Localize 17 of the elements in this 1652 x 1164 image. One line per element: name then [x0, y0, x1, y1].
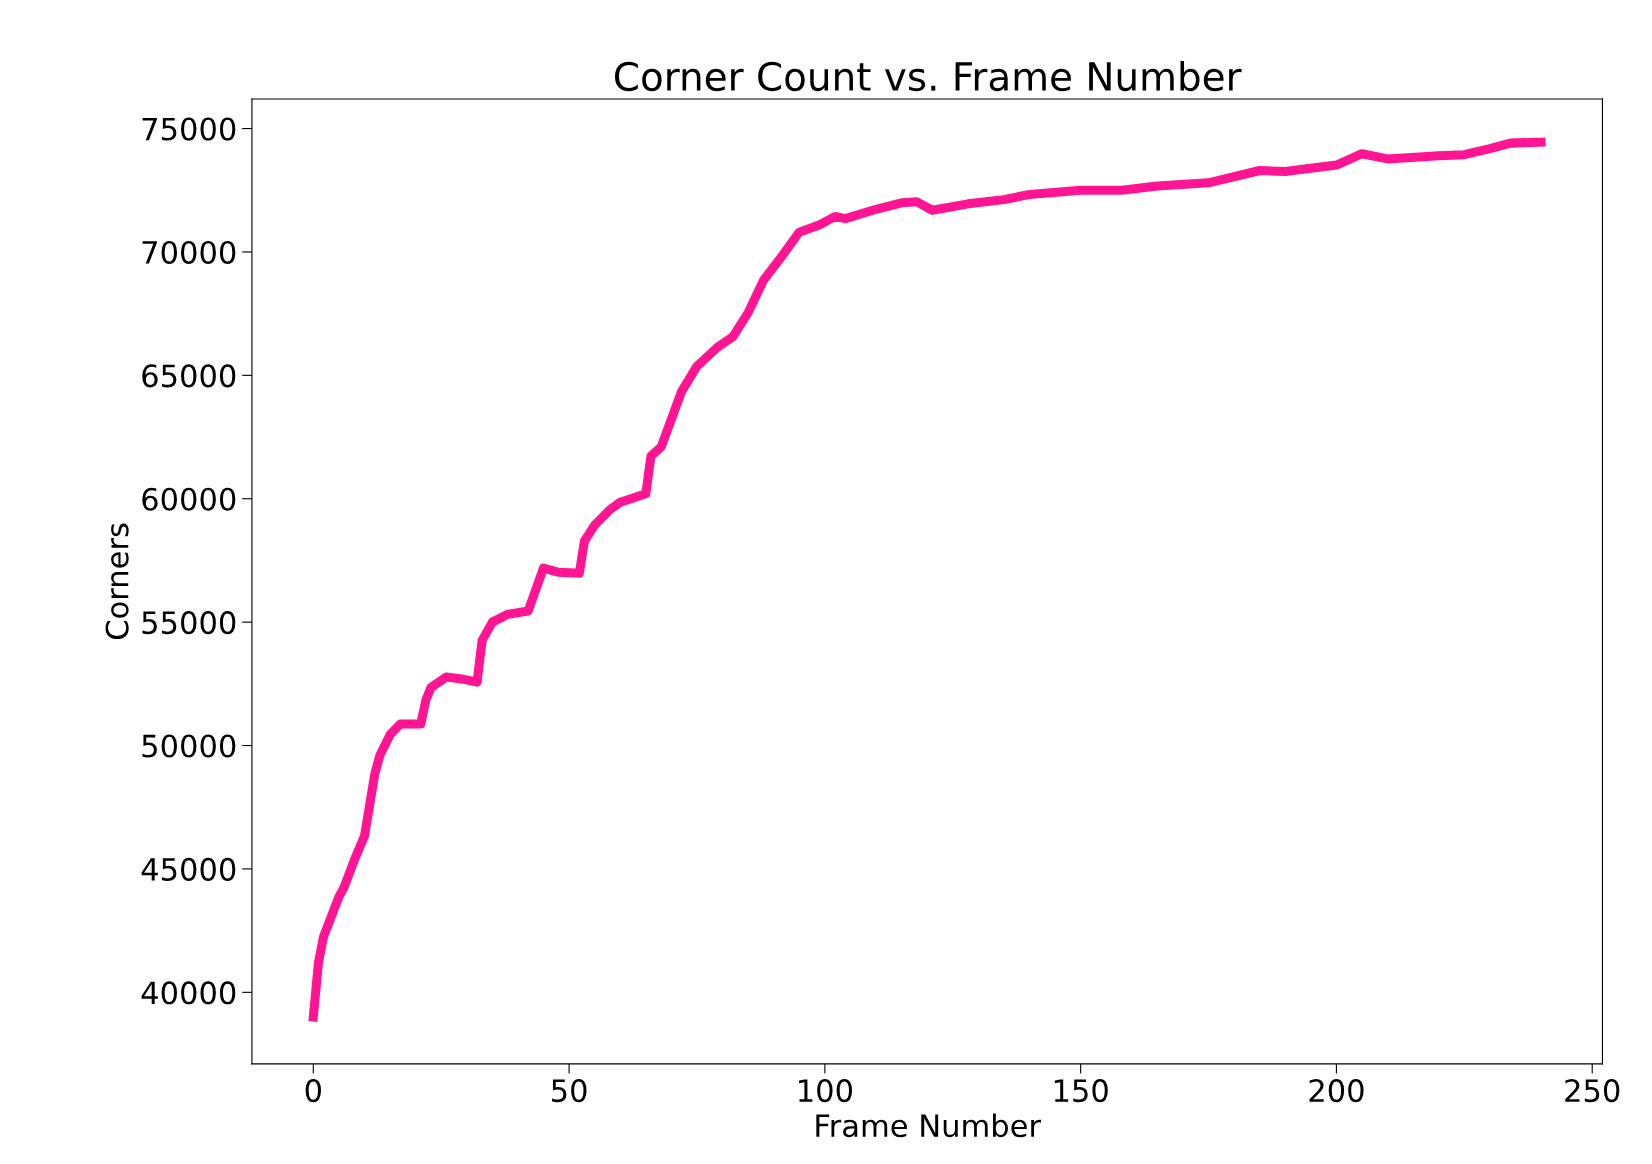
y-tick-label: 40000: [141, 981, 236, 1005]
x-tick-label: 150: [1054, 1079, 1108, 1103]
x-axis-title: Frame Number: [816, 1113, 1042, 1138]
y-tick-label: 55000: [142, 611, 236, 635]
y-tick-label: 60000: [142, 487, 236, 511]
y-tick-label: 45000: [141, 857, 236, 881]
y-tick-label: 70000: [142, 240, 236, 264]
y-tick-label: 50000: [142, 734, 236, 758]
x-tick-label: 100: [799, 1079, 852, 1103]
x-tick-label: 50: [552, 1079, 587, 1103]
y-tick-label: 75000: [142, 117, 236, 141]
x-tick-label: 200: [1309, 1079, 1364, 1103]
x-tick-label: 250: [1565, 1079, 1620, 1103]
x-tick-label: 0: [305, 1079, 322, 1103]
y-axis-title: Corners: [105, 523, 129, 640]
y-tick-label: 65000: [142, 364, 236, 388]
chart-title: Corner Count vs. Frame Number: [614, 61, 1242, 92]
